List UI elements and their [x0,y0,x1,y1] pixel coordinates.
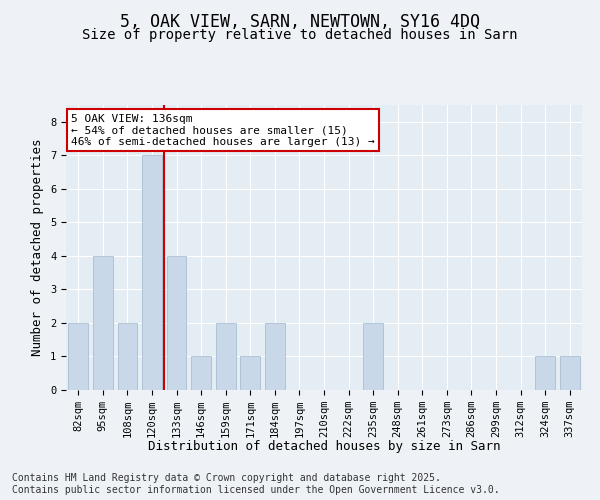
Bar [142,156,162,390]
Bar [535,356,555,390]
Bar [118,323,137,390]
Bar [68,323,88,390]
Bar [93,256,113,390]
Bar [191,356,211,390]
Y-axis label: Number of detached properties: Number of detached properties [31,138,44,356]
Bar [241,356,260,390]
X-axis label: Distribution of detached houses by size in Sarn: Distribution of detached houses by size … [148,440,500,453]
Bar [560,356,580,390]
Text: Contains HM Land Registry data © Crown copyright and database right 2025.
Contai: Contains HM Land Registry data © Crown c… [12,474,500,495]
Text: Size of property relative to detached houses in Sarn: Size of property relative to detached ho… [82,28,518,42]
Bar [216,323,236,390]
Text: 5, OAK VIEW, SARN, NEWTOWN, SY16 4DQ: 5, OAK VIEW, SARN, NEWTOWN, SY16 4DQ [120,12,480,30]
Bar [167,256,187,390]
Text: 5 OAK VIEW: 136sqm
← 54% of detached houses are smaller (15)
46% of semi-detache: 5 OAK VIEW: 136sqm ← 54% of detached hou… [71,114,375,147]
Bar [265,323,284,390]
Bar [364,323,383,390]
